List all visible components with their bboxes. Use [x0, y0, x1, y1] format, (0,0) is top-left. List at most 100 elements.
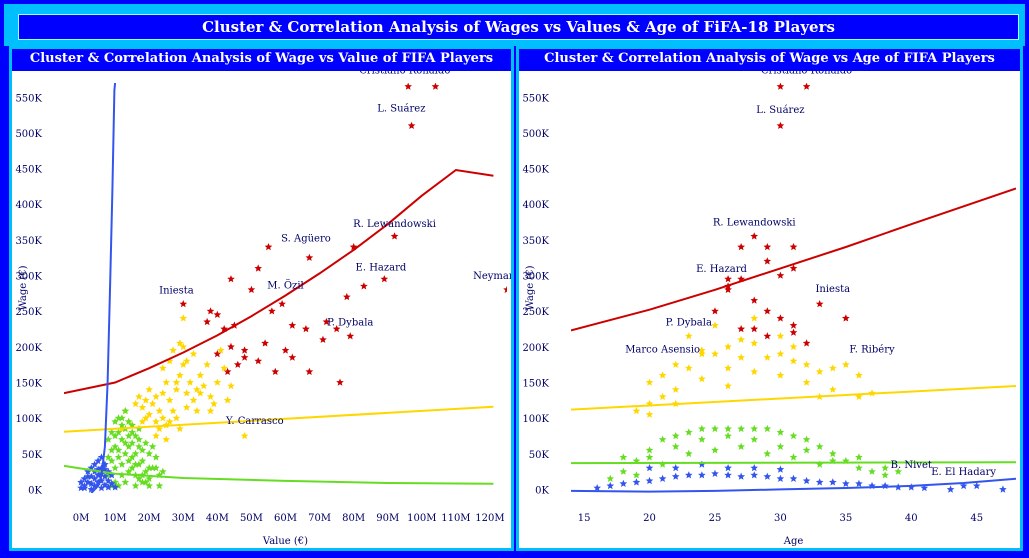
red-point — [763, 257, 772, 265]
red-point — [268, 307, 276, 315]
yellow-point — [658, 371, 667, 379]
yellow-point — [776, 371, 785, 379]
panel-value: Cluster & Correlation Analysis of Wage v… — [9, 46, 514, 551]
y-tick-label: 300K — [15, 272, 42, 283]
green-point — [152, 453, 160, 461]
player-annotation: L. Suárez — [756, 105, 804, 116]
blue-point — [829, 478, 837, 486]
blue-point — [593, 484, 601, 492]
yellow-point — [815, 367, 824, 375]
yellow-point — [138, 403, 147, 411]
red-point — [842, 314, 850, 322]
yellow-point — [829, 385, 837, 393]
green-point — [152, 464, 160, 472]
yellow-trendline — [571, 385, 1016, 411]
blue-point — [94, 471, 102, 479]
blue-point — [645, 464, 654, 472]
yellow-point — [213, 378, 222, 386]
y-tick-label: 550K — [522, 93, 549, 104]
yellow-point — [193, 385, 201, 393]
green-point — [111, 432, 119, 440]
blue-point — [750, 464, 758, 472]
blue-point — [104, 483, 113, 491]
x-tick-label: 45 — [970, 513, 983, 524]
green-point — [138, 446, 147, 454]
y-tick-label: 300K — [522, 272, 549, 283]
yellow-point — [152, 432, 160, 440]
player-annotation: R. Lewandowski — [713, 218, 796, 229]
yellow-point — [750, 314, 758, 322]
green-point — [124, 442, 133, 450]
blue-point — [724, 471, 732, 479]
yellow-point — [138, 417, 147, 425]
green-point — [145, 474, 153, 482]
green-point — [815, 460, 824, 468]
yellow-point — [698, 350, 706, 358]
green-point — [128, 453, 136, 461]
x-tick-label: 60M — [274, 513, 297, 524]
green-point — [128, 439, 136, 447]
x-tick-label: 80M — [342, 513, 365, 524]
green-point — [135, 424, 143, 433]
player-annotation: L. Suárez — [377, 104, 425, 115]
x-tick-label: 15 — [578, 513, 591, 524]
yellow-point — [159, 414, 167, 422]
yellow-point — [176, 371, 184, 379]
green-point — [802, 435, 811, 443]
green-trendline — [571, 461, 1016, 465]
yellow-point — [750, 339, 758, 347]
green-point — [789, 432, 798, 440]
chart-wage-vs-age: 0K 50K 100K 150K 200K 250K 300K 350K 400K 450K 500… — [519, 71, 1020, 548]
red-point — [261, 339, 269, 347]
red-point — [302, 325, 310, 333]
y-tick-label: 350K — [522, 236, 549, 247]
yellow-point — [189, 350, 198, 358]
green-point — [737, 424, 745, 433]
red-point — [281, 346, 290, 354]
red-point — [223, 367, 232, 375]
blue-point — [94, 478, 102, 486]
points-group — [571, 83, 1016, 493]
red-point — [724, 285, 732, 293]
green-point — [114, 453, 123, 461]
yellow-point — [159, 389, 167, 397]
blue-point — [97, 453, 106, 461]
green-point — [142, 467, 150, 475]
red-point — [220, 325, 228, 333]
green-point — [155, 481, 164, 490]
blue-point — [776, 474, 785, 482]
yellow-point — [155, 424, 164, 433]
yellow-point — [172, 414, 181, 422]
red-point — [750, 325, 758, 333]
red-point — [278, 300, 286, 308]
blue-point — [789, 474, 798, 482]
yellow-point — [179, 342, 188, 351]
yellow-point — [145, 385, 153, 393]
yellow-point — [750, 367, 758, 375]
green-point — [159, 467, 167, 475]
green-point — [776, 428, 785, 436]
green-point — [855, 464, 863, 472]
red-point — [179, 300, 188, 308]
green-point — [619, 453, 628, 461]
x-tick-label: 100M — [407, 513, 436, 524]
yellow-point — [179, 314, 188, 322]
red-point — [343, 292, 351, 301]
yellow-point — [698, 346, 706, 354]
red-point — [213, 350, 222, 358]
green-point — [737, 442, 745, 450]
yellow-point — [165, 357, 174, 365]
y-tick-label: 0K — [535, 485, 549, 496]
red-point — [737, 243, 745, 251]
plot-background — [519, 71, 1020, 548]
yellow-point — [776, 332, 785, 340]
green-point — [128, 464, 136, 472]
x-tick-label: 120M — [475, 513, 504, 524]
blue-point — [80, 474, 89, 482]
green-point — [118, 414, 126, 422]
green-trendline — [64, 464, 494, 485]
green-point — [750, 424, 758, 433]
yellow-point — [206, 407, 215, 415]
x-axis-label: Age — [783, 536, 804, 547]
